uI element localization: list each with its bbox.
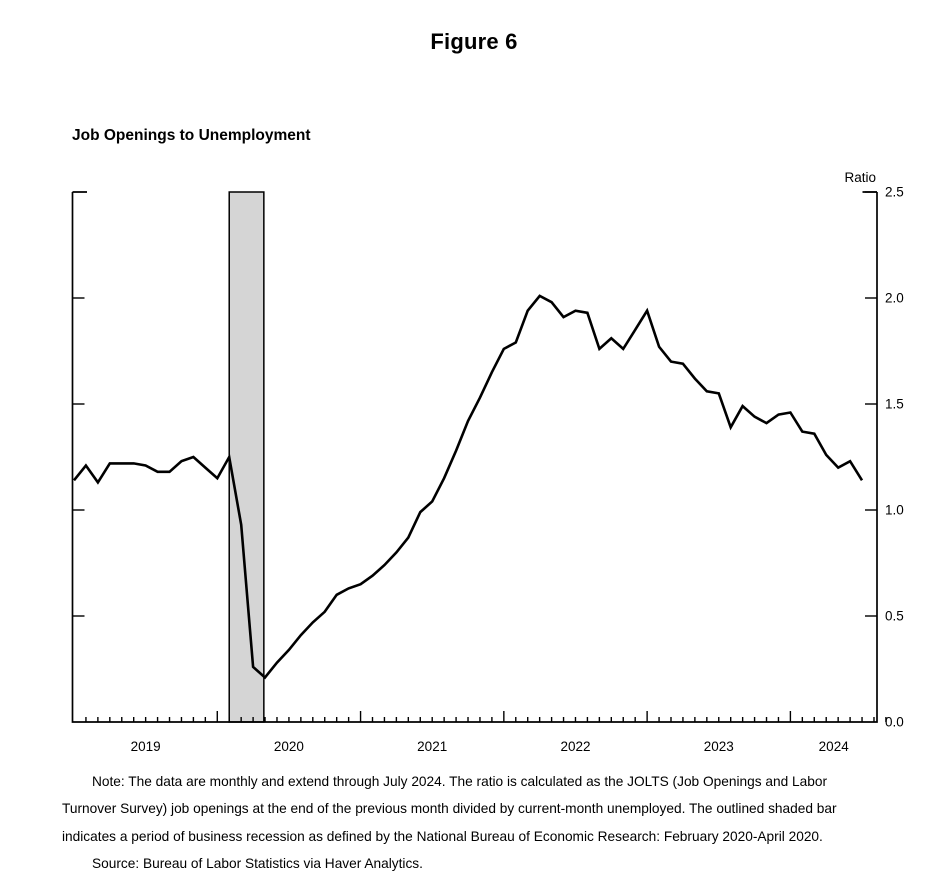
x-year-label: 2021 bbox=[417, 739, 447, 754]
y-axis-unit-label: Ratio bbox=[844, 170, 876, 185]
y-tick-label: 1.5 bbox=[885, 397, 904, 412]
ratio-line bbox=[72, 294, 864, 680]
y-tick-label: 2.5 bbox=[885, 185, 904, 200]
x-year-label: 2020 bbox=[274, 739, 304, 754]
note-line-1: Note: The data are monthly and extend th… bbox=[92, 774, 828, 789]
note-line-3: indicates a period of business recession… bbox=[62, 829, 823, 844]
y-tick-label: 0.0 bbox=[885, 715, 904, 730]
source-line: Source: Bureau of Labor Statistics via H… bbox=[92, 856, 423, 871]
y-tick-label: 1.0 bbox=[885, 503, 904, 518]
note-line-2: Turnover Survey) job openings at the end… bbox=[62, 801, 837, 816]
axes-frame bbox=[71, 192, 878, 723]
x-year-label: 2024 bbox=[819, 739, 850, 754]
x-year-label: 2023 bbox=[704, 739, 734, 754]
y-tick-label: 0.5 bbox=[885, 609, 904, 624]
x-year-label: 2022 bbox=[560, 739, 590, 754]
recession-band bbox=[228, 191, 265, 723]
figure-title: Figure 6 bbox=[430, 29, 518, 54]
chart-title: Job Openings to Unemployment bbox=[72, 127, 311, 144]
x-year-label: 2019 bbox=[131, 739, 161, 754]
y-tick-label: 2.0 bbox=[885, 291, 904, 306]
